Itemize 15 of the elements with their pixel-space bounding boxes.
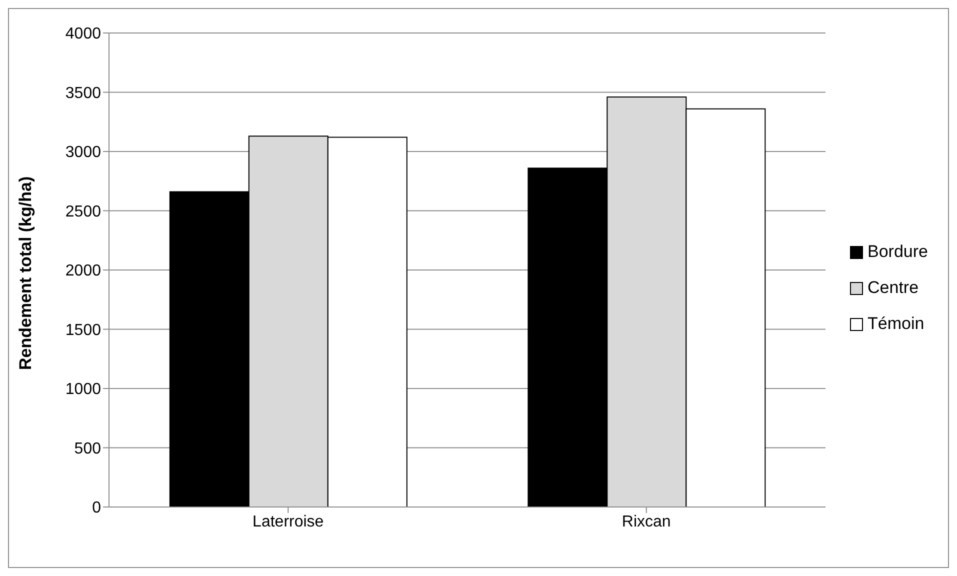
legend-label: Centre: [868, 278, 919, 298]
y-tick-label: 1000: [65, 381, 102, 398]
x-tick-label: Rixcan: [622, 513, 671, 530]
x-tick-label: Laterroise: [252, 513, 324, 530]
legend-label: Témoin: [868, 314, 924, 334]
legend-label: Bordure: [868, 242, 928, 262]
y-tick-label: 3000: [65, 144, 102, 162]
y-tick-label: 3500: [65, 84, 102, 102]
y-tick-label: 500: [74, 440, 102, 458]
y-tick-label: 4000: [65, 26, 102, 43]
y-tick-label: 1500: [65, 322, 102, 339]
y-axis-title: Rendement total (kg/ha): [16, 176, 36, 370]
y-tick-label: 0: [92, 500, 102, 517]
y-tick-label: 2500: [65, 203, 102, 220]
y-tick-label: 2000: [65, 262, 102, 280]
